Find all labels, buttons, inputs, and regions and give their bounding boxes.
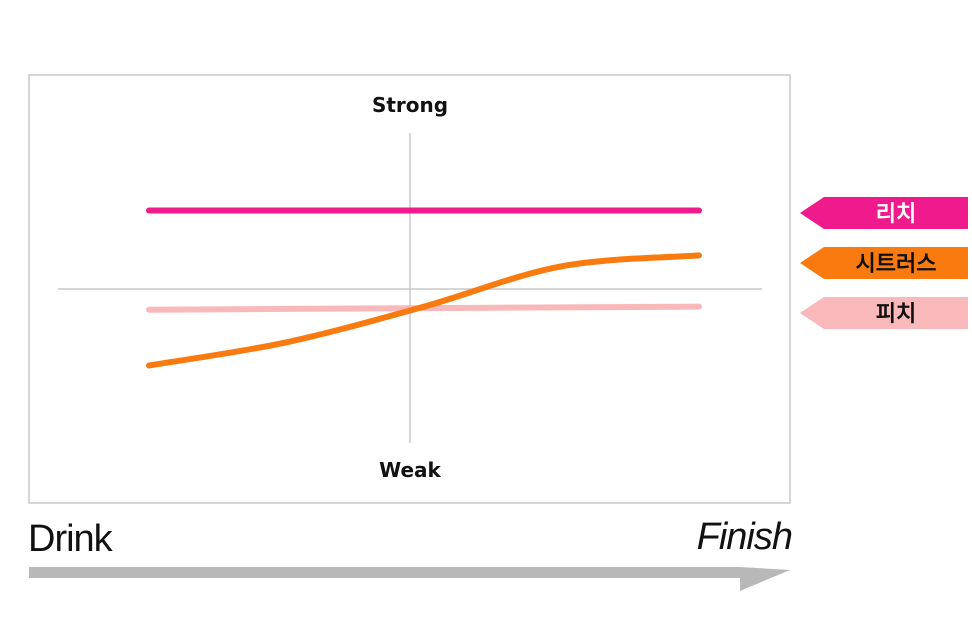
- legend-label-2: 시트러스: [856, 252, 937, 277]
- legend-label-3: 피치: [876, 302, 916, 327]
- x-end-label: Finish: [697, 516, 792, 558]
- series-lines: [146, 207, 702, 369]
- series-line-2: [146, 252, 702, 369]
- legend-tag-3: [800, 297, 968, 329]
- timeline-arrow: [29, 567, 790, 591]
- legend-label-1: 리치: [876, 202, 916, 227]
- y-axis-top-label: Strong: [372, 93, 448, 117]
- x-start-label: Drink: [28, 518, 114, 560]
- legend-tag-1: [800, 197, 968, 229]
- legend-tag-2: [800, 247, 968, 279]
- y-axis-bottom-label: Weak: [379, 458, 441, 482]
